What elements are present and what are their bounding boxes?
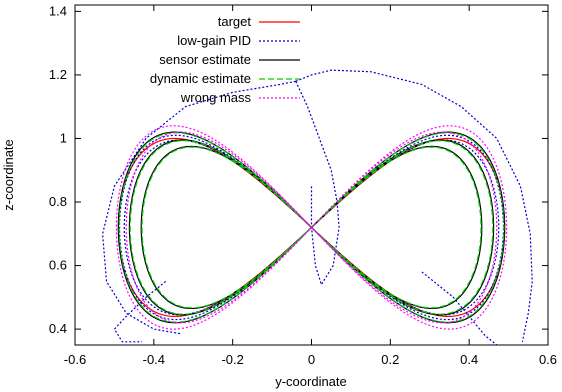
x-tick-label: 0 xyxy=(308,352,315,367)
y-tick-label: 1 xyxy=(60,130,67,145)
y-tick-label: 1.2 xyxy=(49,67,67,82)
y-tick-label: 1.4 xyxy=(49,3,67,18)
y-tick-label: 0.6 xyxy=(49,258,67,273)
legend-label: wrong mass xyxy=(180,90,252,105)
series-line xyxy=(125,131,498,324)
x-tick-label: -0.2 xyxy=(221,352,243,367)
x-tick-label: 0.4 xyxy=(460,352,478,367)
series-transient-line xyxy=(113,280,167,343)
x-tick-label: -0.6 xyxy=(64,352,86,367)
x-tick-label: 0.6 xyxy=(539,352,557,367)
series-transient-line xyxy=(295,69,533,342)
y-axis-title: z-coordinate xyxy=(1,139,16,211)
x-tick-label: -0.4 xyxy=(143,352,165,367)
ticks-layer: -0.6 -0.4 -0.2 0 0.2 0.4 0.6 0.4 0.6 0.8 1 1.2 1.4 xyxy=(49,3,557,367)
legend-label: target xyxy=(218,14,252,29)
legend-label: sensor estimate xyxy=(159,52,251,67)
x-tick-label: 0.2 xyxy=(381,352,399,367)
y-tick-label: 0.8 xyxy=(49,194,67,209)
series-layer xyxy=(101,69,533,345)
series-transient-line xyxy=(295,81,340,286)
series-transient-line xyxy=(101,80,296,335)
series-wrong-mass xyxy=(115,125,508,330)
legend-label: dynamic estimate xyxy=(150,71,251,86)
legend: target low-gain PID sensor estimate dynamic… xyxy=(150,14,300,105)
x-axis-title: y-coordinate xyxy=(275,374,347,389)
y-tick-label: 0.4 xyxy=(49,321,67,336)
legend-label: low-gain PID xyxy=(177,33,251,48)
